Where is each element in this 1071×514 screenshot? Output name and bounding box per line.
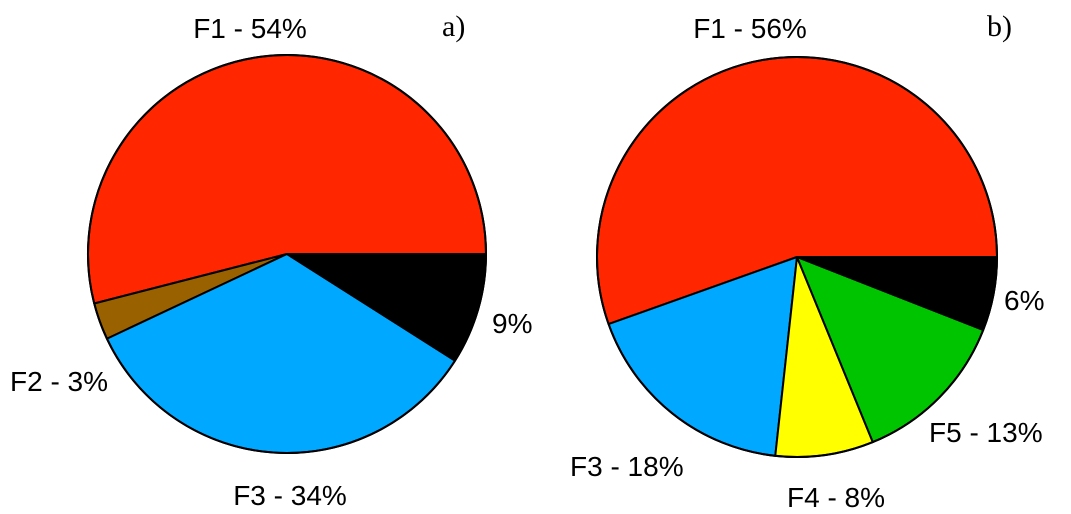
pie-a-label-1: F2 - 3%	[10, 366, 108, 397]
pie-b-label-2: F4 - 8%	[787, 482, 885, 513]
pie-a-outline	[87, 54, 487, 454]
pie-b-label-0: F1 - 56%	[693, 13, 807, 44]
pie-chart-b: F1 - 56% F3 - 18% F4 - 8% F5 - 13% 6%	[570, 13, 1044, 513]
pie-b-label-4: 6%	[1004, 285, 1044, 316]
pie-b-label-3: F5 - 13%	[929, 417, 1043, 448]
pie-a-label-0: F1 - 54%	[193, 13, 307, 44]
pie-a-label-2: F3 - 34%	[233, 480, 347, 511]
panel-label-b: b)	[987, 10, 1012, 43]
panel-label-a: a)	[442, 10, 465, 43]
pie-chart-a: F1 - 54% F2 - 3% F3 - 34% 9%	[10, 13, 532, 511]
pie-b-label-1: F3 - 18%	[570, 451, 684, 482]
pie-a-label-3: 9%	[492, 308, 532, 339]
pie-b-outline	[596, 56, 998, 458]
